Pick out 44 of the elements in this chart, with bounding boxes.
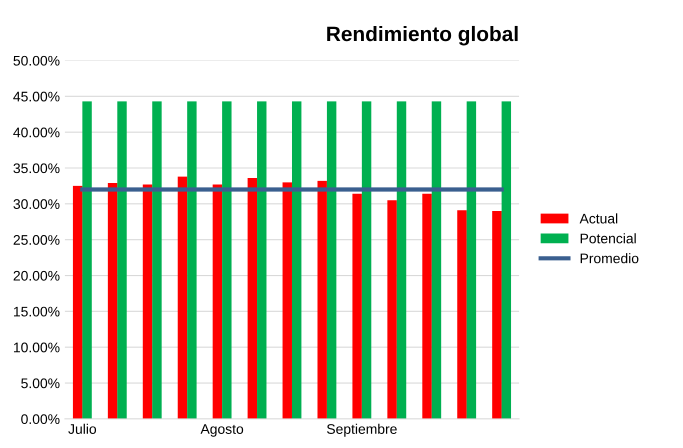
bar bbox=[387, 200, 397, 419]
x-tick-label: Septiembre bbox=[326, 424, 397, 437]
bar bbox=[362, 101, 372, 419]
bar bbox=[492, 211, 502, 419]
bar bbox=[117, 101, 127, 419]
y-tick-label: 45.00% bbox=[13, 92, 60, 102]
bar bbox=[292, 101, 302, 419]
bar bbox=[317, 180, 327, 419]
bar bbox=[222, 101, 232, 419]
y-tick-label: 0.00% bbox=[21, 414, 60, 424]
legend-label: Potencial bbox=[580, 233, 636, 244]
bar bbox=[422, 194, 432, 419]
y-tick-label: 10.00% bbox=[14, 342, 60, 352]
bar bbox=[108, 183, 118, 419]
bar bbox=[257, 101, 266, 419]
bar bbox=[282, 182, 292, 419]
bar bbox=[396, 101, 406, 419]
y-tick-label: 15.00% bbox=[14, 306, 60, 317]
y-tick-label: 25.00% bbox=[14, 235, 60, 245]
bar bbox=[326, 101, 336, 419]
bar bbox=[142, 184, 152, 419]
x-tick-label: Julio bbox=[68, 424, 96, 434]
bar bbox=[82, 101, 92, 419]
bar bbox=[248, 178, 258, 419]
bar bbox=[457, 210, 467, 419]
x-tick-label: Agosto bbox=[200, 424, 244, 437]
bar bbox=[466, 101, 476, 419]
y-tick-label: 35.00% bbox=[13, 163, 60, 174]
y-tick-label: 5.00% bbox=[21, 378, 60, 388]
bar bbox=[212, 184, 222, 419]
bar bbox=[502, 101, 512, 419]
bar bbox=[432, 101, 442, 419]
bar bbox=[72, 186, 82, 419]
bar bbox=[187, 101, 197, 419]
y-tick-label: 30.00% bbox=[13, 199, 60, 210]
legend-label: Actual bbox=[580, 213, 618, 224]
y-tick-label: 50.00% bbox=[13, 56, 60, 66]
bar bbox=[152, 101, 162, 419]
bar bbox=[352, 194, 362, 419]
y-tick-label: 20.00% bbox=[14, 270, 60, 281]
bar bbox=[178, 176, 188, 419]
y-tick-label: 40.00% bbox=[13, 127, 60, 138]
chart-title: Rendimiento global bbox=[327, 26, 518, 46]
legend-label: Promedio bbox=[580, 253, 638, 264]
